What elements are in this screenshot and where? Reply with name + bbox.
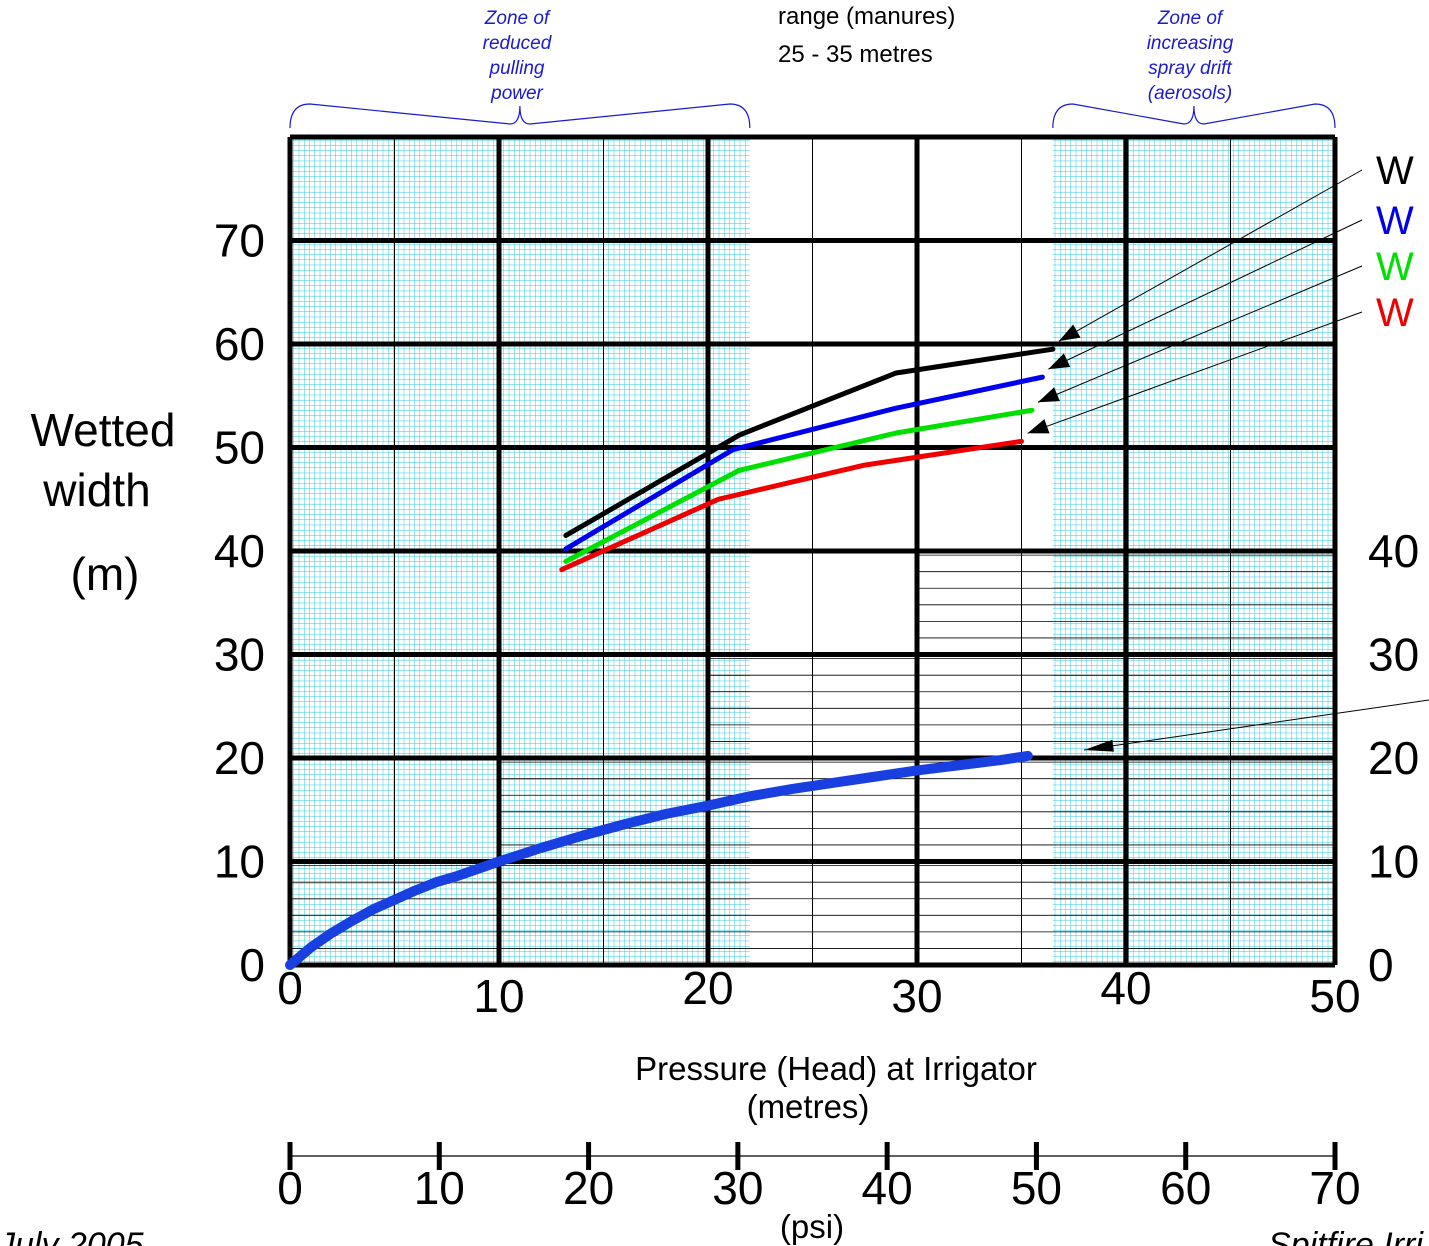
series-line <box>563 346 1056 538</box>
right-tick-label: 40 <box>1368 525 1419 577</box>
grid-layer <box>287 134 1338 968</box>
series-line <box>563 407 1035 564</box>
y-axis-title-line-1: Wetted <box>31 404 176 456</box>
y-tick-label: 50 <box>214 422 265 474</box>
psi-axis-label: (psi) <box>780 1208 844 1245</box>
zone-label-reduced-pulling: Zone of reduced pulling power <box>483 8 553 104</box>
series-line <box>559 438 1024 573</box>
leader-line <box>1058 169 1363 342</box>
zone-label-line: pulling <box>489 58 545 79</box>
psi-tick-label: 20 <box>563 1162 614 1214</box>
x-tick-label: 0 <box>277 962 303 1014</box>
x-tick-label: 30 <box>891 970 942 1022</box>
series-label: W <box>1376 199 1414 243</box>
leader-line <box>1048 219 1363 370</box>
y-axis-title-line-2: width <box>42 464 150 516</box>
zone-label-line: (aerosols) <box>1148 83 1232 104</box>
zone-label-line: increasing <box>1147 33 1234 54</box>
right-tick-label: 10 <box>1368 836 1419 888</box>
x-tick-label: 10 <box>473 970 524 1022</box>
psi-tick-label: 50 <box>1011 1162 1062 1214</box>
psi-tick-label: 0 <box>277 1162 303 1214</box>
leader-arrowhead <box>1084 739 1114 752</box>
leader-arrowhead <box>1048 353 1071 370</box>
series-label: W <box>1376 245 1414 289</box>
y-tick-label: 40 <box>214 525 265 577</box>
psi-tick-label: 40 <box>862 1162 913 1214</box>
series-label: W <box>1376 291 1414 335</box>
y-tick-label: 70 <box>214 215 265 267</box>
leader-arrowhead <box>1027 419 1050 434</box>
psi-tick-label: 70 <box>1309 1162 1360 1214</box>
zone-label-line: Zone of <box>1157 8 1224 29</box>
y-tick-label: 30 <box>214 629 265 681</box>
right-tick-label: 30 <box>1368 629 1419 681</box>
psi-tick-label: 10 <box>414 1162 465 1214</box>
optimum-range-line-2: 25 - 35 metres <box>778 41 933 68</box>
y-tick-label: 20 <box>214 732 265 784</box>
series-label: W <box>1376 149 1414 193</box>
y-axis-title-line-3: (m) <box>71 548 140 600</box>
series-layer <box>285 346 1056 970</box>
x-tick-label: 20 <box>682 962 733 1014</box>
psi-tick-label: 30 <box>712 1162 763 1214</box>
zone-label-line: power <box>490 83 543 104</box>
zone-label-spray-drift: Zone of increasing spray drift (aerosols… <box>1147 8 1234 104</box>
psi-tick-label: 60 <box>1160 1162 1211 1214</box>
x-tick-label: 50 <box>1309 970 1360 1022</box>
series-line <box>563 374 1045 552</box>
right-tick-label: 0 <box>1368 939 1394 991</box>
leader-line <box>1027 311 1363 434</box>
zone-label-line: Zone of <box>484 8 551 29</box>
y-tick-label: 0 <box>239 939 265 991</box>
y-tick-label: 60 <box>214 318 265 370</box>
leader-line <box>1037 265 1363 403</box>
footer-date: July 2005 <box>0 1226 144 1246</box>
y-tick-label: 10 <box>214 836 265 888</box>
x-axis-units: (metres) <box>747 1088 870 1125</box>
zone-label-line: reduced <box>483 33 553 54</box>
leader-arrowhead <box>1058 324 1081 342</box>
series-line <box>285 750 1033 970</box>
zone-label-line: spray drift <box>1148 58 1232 79</box>
leader-arrowhead <box>1037 387 1060 403</box>
x-tick-label: 40 <box>1100 962 1151 1014</box>
optimum-range-line-1: range (manures) <box>778 3 955 30</box>
x-axis-title: Pressure (Head) at Irrigator <box>635 1050 1037 1087</box>
zone-brace <box>289 103 751 129</box>
right-tick-label: 20 <box>1368 732 1419 784</box>
zone-brace <box>1052 103 1336 129</box>
footer-company: Spitfire Irri <box>1268 1226 1424 1246</box>
leader-line <box>1083 699 1429 751</box>
